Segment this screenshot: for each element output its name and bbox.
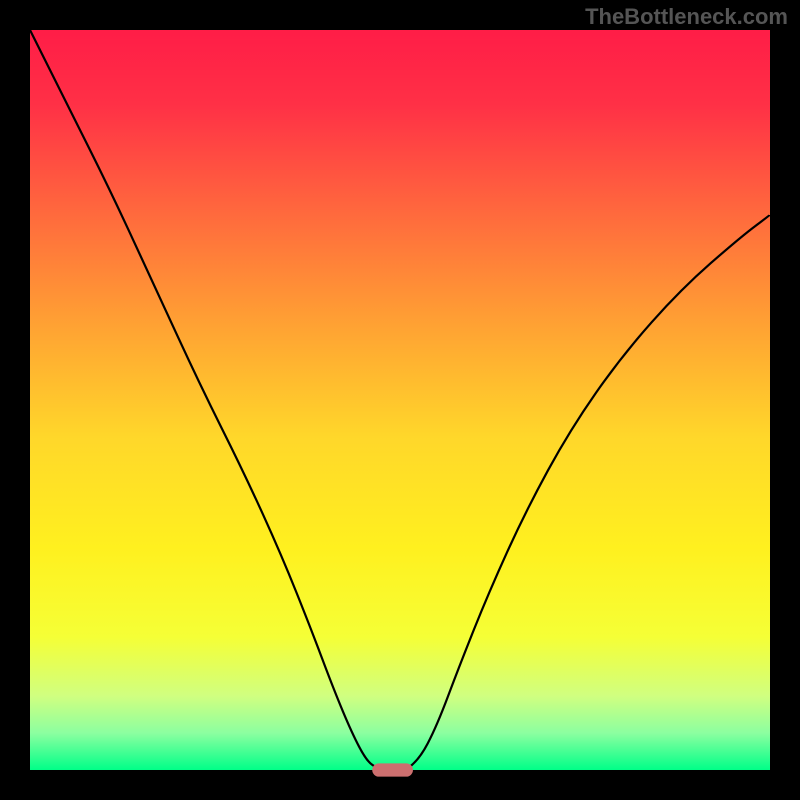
- chart-container: { "watermark": "TheBottleneck.com", "cha…: [0, 0, 800, 800]
- bottleneck-chart: [0, 0, 800, 800]
- watermark-text: TheBottleneck.com: [585, 4, 788, 30]
- optimal-marker: [372, 763, 413, 776]
- chart-gradient-bg: [30, 30, 770, 770]
